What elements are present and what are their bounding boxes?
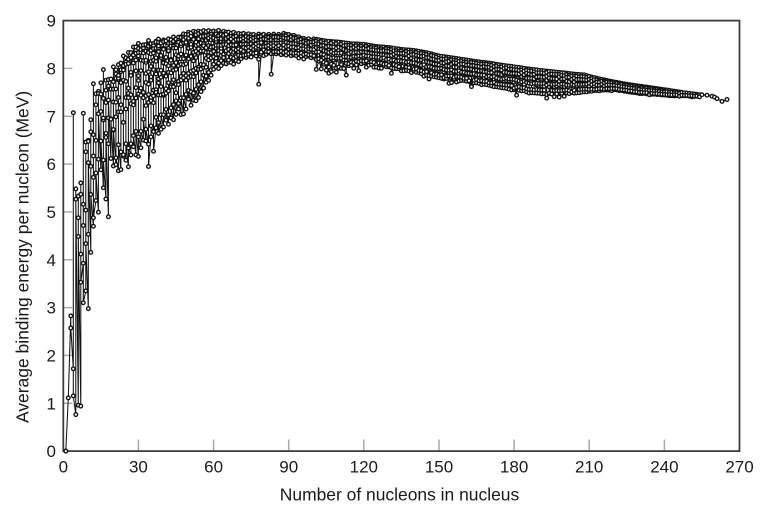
svg-text:8: 8 (47, 60, 56, 79)
svg-text:3: 3 (47, 299, 56, 318)
svg-text:9: 9 (47, 12, 56, 31)
svg-text:60: 60 (204, 458, 223, 477)
svg-text:2: 2 (47, 347, 56, 366)
svg-text:180: 180 (500, 458, 528, 477)
svg-text:240: 240 (650, 458, 678, 477)
svg-text:210: 210 (575, 458, 603, 477)
svg-text:Average binding energy per nuc: Average binding energy per nucleon (MeV) (13, 91, 33, 423)
svg-text:7: 7 (47, 107, 56, 126)
svg-text:30: 30 (129, 458, 148, 477)
svg-text:1: 1 (47, 394, 56, 413)
svg-text:270: 270 (725, 458, 753, 477)
svg-text:Number of nucleons in nucleus: Number of nucleons in nucleus (280, 485, 520, 505)
svg-text:4: 4 (47, 251, 56, 270)
svg-text:120: 120 (350, 458, 378, 477)
svg-text:0: 0 (47, 442, 56, 461)
svg-text:150: 150 (425, 458, 453, 477)
svg-text:90: 90 (279, 458, 298, 477)
svg-text:5: 5 (47, 203, 56, 222)
svg-text:6: 6 (47, 155, 56, 174)
svg-text:0: 0 (59, 458, 68, 477)
